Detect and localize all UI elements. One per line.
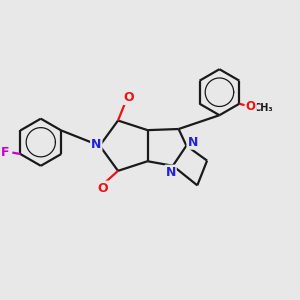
Text: O: O [98,182,108,195]
Text: N: N [91,138,101,151]
Text: F: F [1,146,10,159]
Text: O: O [123,91,134,104]
Text: O: O [246,100,256,113]
Text: CH₃: CH₃ [254,103,273,113]
Text: N: N [165,166,176,178]
Text: N: N [188,136,198,149]
